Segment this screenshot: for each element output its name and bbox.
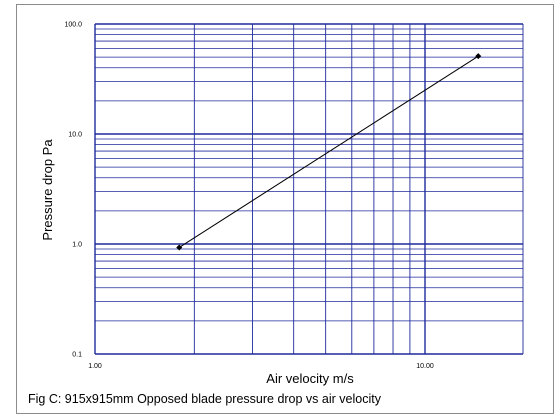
- grid-major: [94, 23, 523, 355]
- y-tick-label: 10.0: [68, 132, 82, 139]
- y-axis-label: Pressure drop Pa: [40, 139, 55, 241]
- series-line: [178, 55, 479, 248]
- y-tick-label: 1.0: [72, 242, 82, 249]
- x-tick-label: 1.00: [88, 363, 102, 370]
- y-tick-label: 0.1: [72, 352, 82, 359]
- x-tick-label: 10.00: [416, 363, 434, 370]
- x-axis-label: Air velocity m/s: [266, 371, 354, 386]
- figure-caption: Fig C: 915x915mm Opposed blade pressure …: [28, 392, 381, 406]
- series-layer: [176, 53, 482, 251]
- data-point-marker: [176, 244, 183, 251]
- y-tick-label: 100.0: [64, 22, 82, 29]
- chart-frame: [16, 4, 554, 414]
- data-point-marker: [475, 53, 482, 60]
- grid-minor: [95, 24, 524, 354]
- tick-labels: 0.1 1.0 10.0 100.0 1.00 10.00: [64, 22, 433, 371]
